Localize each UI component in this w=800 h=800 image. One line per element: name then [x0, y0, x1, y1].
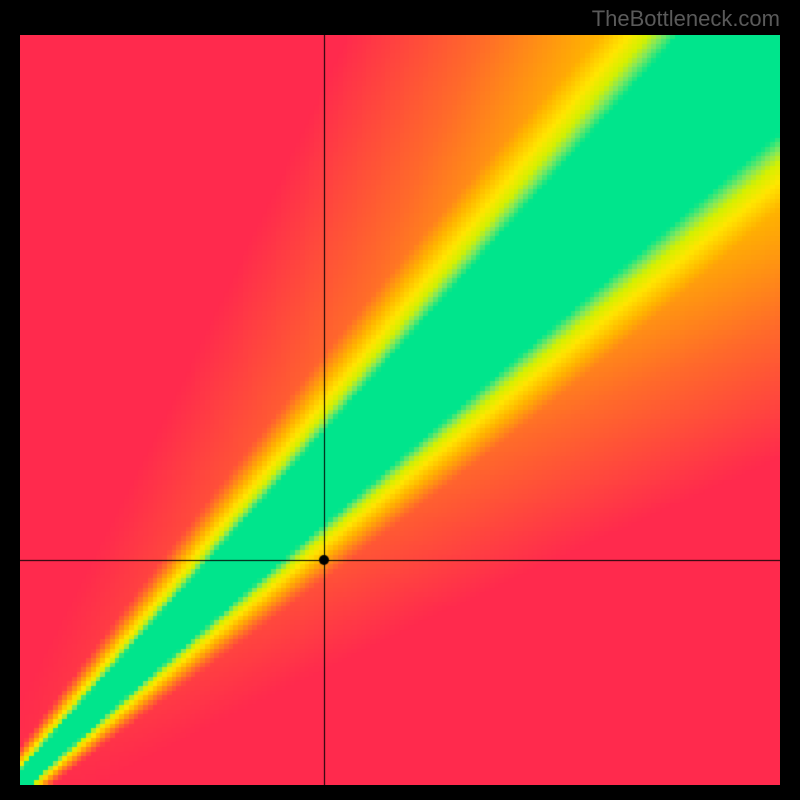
bottleneck-heatmap [20, 35, 780, 785]
root-container: TheBottleneck.com [0, 0, 800, 800]
watermark-text: TheBottleneck.com [592, 6, 780, 32]
